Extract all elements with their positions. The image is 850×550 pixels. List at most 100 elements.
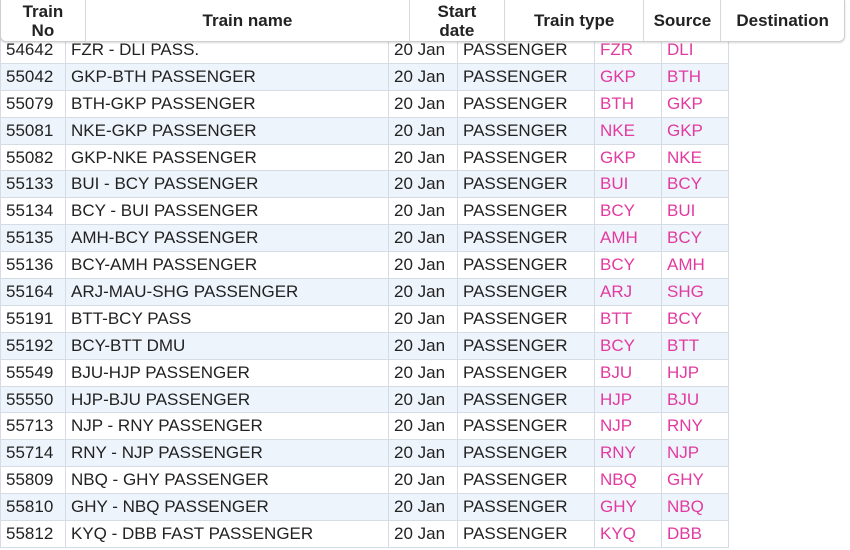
source: BCY — [594, 331, 662, 360]
train-name: AMH-BCY PASSENGER — [65, 224, 389, 253]
train-type: PASSENGER — [457, 170, 595, 199]
train-type: PASSENGER — [457, 143, 595, 172]
train-type: PASSENGER — [457, 385, 595, 414]
train-type: PASSENGER — [457, 493, 595, 522]
train-name: BCY-BTT DMU — [65, 331, 389, 360]
column-header[interactable]: Start date — [410, 0, 505, 41]
train-name: BJU-HJP PASSENGER — [65, 358, 389, 387]
source: BTT — [594, 304, 662, 333]
table-row[interactable]: 55191 BTT-BCY PASS 20 Jan PASSENGER BTT BCY — [0, 304, 729, 333]
train-name: BTT-BCY PASS — [65, 304, 389, 333]
column-header[interactable]: Train name — [86, 0, 411, 41]
source: BTH — [594, 89, 662, 118]
start-date: 20 Jan — [388, 520, 458, 548]
start-date: 20 Jan — [388, 143, 458, 172]
destination: BTT — [661, 331, 729, 360]
train-no: 55042 — [0, 62, 66, 91]
table-row[interactable]: 55192 BCY-BTT DMU 20 Jan PASSENGER BCY BTT — [0, 331, 729, 360]
train-type: PASSENGER — [457, 304, 595, 333]
start-date: 20 Jan — [388, 224, 458, 253]
table-row[interactable]: 55079 BTH-GKP PASSENGER 20 Jan PASSENGER BTH… — [0, 89, 729, 118]
train-type: PASSENGER — [457, 62, 595, 91]
train-name: NJP - RNY PASSENGER — [65, 412, 389, 441]
table-row[interactable]: 55134 BCY - BUI PASSENGER 20 Jan PASSENGER B… — [0, 197, 729, 226]
source: NJP — [594, 412, 662, 441]
start-date: 20 Jan — [388, 170, 458, 199]
destination: SHG — [661, 278, 729, 306]
header-text: Source — [653, 11, 712, 30]
source: GKP — [594, 62, 662, 91]
train-type: PASSENGER — [457, 197, 595, 226]
header-text: Train type — [533, 11, 615, 30]
train-name: NBQ - GHY PASSENGER — [65, 466, 389, 495]
start-date: 20 Jan — [388, 251, 458, 280]
train-type: PASSENGER — [457, 278, 595, 306]
start-date: 20 Jan — [388, 493, 458, 522]
destination: GKP — [661, 89, 729, 118]
table-header: Train No Train name Start date Train typ… — [0, 0, 845, 42]
table-row[interactable]: 55042 GKP-BTH PASSENGER 20 Jan PASSENGER GKP… — [0, 62, 729, 91]
source: NKE — [594, 116, 662, 145]
source: HJP — [594, 385, 662, 414]
source: NBQ — [594, 466, 662, 495]
destination: DBB — [661, 520, 729, 548]
start-date: 20 Jan — [388, 466, 458, 495]
column-header[interactable]: Train type — [505, 0, 645, 41]
header-text: Train name — [202, 11, 293, 30]
destination: BUI — [661, 197, 729, 226]
table-row[interactable]: 55713 NJP - RNY PASSENGER 20 Jan PASSENGER N… — [0, 412, 729, 441]
train-no: 55812 — [0, 520, 66, 548]
table-row[interactable]: 55550 HJP-BJU PASSENGER 20 Jan PASSENGER HJP… — [0, 385, 729, 414]
destination: HJP — [661, 358, 729, 387]
train-no: 55809 — [0, 466, 66, 495]
table-row[interactable]: 55135 AMH-BCY PASSENGER 20 Jan PASSENGER AMH… — [0, 224, 729, 253]
start-date: 20 Jan — [388, 304, 458, 333]
train-no: 55191 — [0, 304, 66, 333]
table-row[interactable]: 55812 KYQ - DBB FAST PASSENGER 20 Jan PASSE… — [0, 520, 729, 548]
train-type: PASSENGER — [457, 439, 595, 468]
table-row[interactable]: 55164 ARJ-MAU-SHG PASSENGER 20 Jan PASSENGE… — [0, 278, 729, 306]
train-name: GKP-BTH PASSENGER — [65, 62, 389, 91]
train-name: RNY - NJP PASSENGER — [65, 439, 389, 468]
source: KYQ — [594, 520, 662, 548]
train-no: 55713 — [0, 412, 66, 441]
start-date: 20 Jan — [388, 331, 458, 360]
train-type: PASSENGER — [457, 89, 595, 118]
train-no: 55081 — [0, 116, 66, 145]
table-row[interactable]: 55714 RNY - NJP PASSENGER 20 Jan PASSENGER R… — [0, 439, 729, 468]
source: BJU — [594, 358, 662, 387]
column-header[interactable]: Destination — [721, 0, 844, 41]
table-row[interactable]: 55809 NBQ - GHY PASSENGER 20 Jan PASSENGER N… — [0, 466, 729, 495]
source: BUI — [594, 170, 662, 199]
train-type: PASSENGER — [457, 358, 595, 387]
destination: BCY — [661, 304, 729, 333]
train-no: 55136 — [0, 251, 66, 280]
train-no: 55135 — [0, 224, 66, 253]
destination: BTH — [661, 62, 729, 91]
start-date: 20 Jan — [388, 197, 458, 226]
train-type: PASSENGER — [457, 224, 595, 253]
destination: NKE — [661, 143, 729, 172]
header-text: Destination — [736, 11, 829, 30]
table-row[interactable]: 55810 GHY - NBQ PASSENGER 20 Jan PASSENGER G… — [0, 493, 729, 522]
table-row[interactable]: 55549 BJU-HJP PASSENGER 20 Jan PASSENGER BJU… — [0, 358, 729, 387]
train-name: KYQ - DBB FAST PASSENGER — [65, 520, 389, 548]
table-row[interactable]: 55133 BUI - BCY PASSENGER 20 Jan PASSENGER B… — [0, 170, 729, 199]
table-row[interactable]: 55081 NKE-GKP PASSENGER 20 Jan PASSENGER NKE… — [0, 116, 729, 145]
train-no: 55549 — [0, 358, 66, 387]
table-row[interactable]: 55136 BCY-AMH PASSENGER 20 Jan PASSENGER BCY… — [0, 251, 729, 280]
table-row[interactable]: 55082 GKP-NKE PASSENGER 20 Jan PASSENGER GKP… — [0, 143, 729, 172]
train-no: 55550 — [0, 385, 66, 414]
column-header[interactable]: Train No — [1, 0, 86, 41]
train-name: HJP-BJU PASSENGER — [65, 385, 389, 414]
start-date: 20 Jan — [388, 358, 458, 387]
destination: BCY — [661, 170, 729, 199]
destination: AMH — [661, 251, 729, 280]
destination: BCY — [661, 224, 729, 253]
start-date: 20 Jan — [388, 412, 458, 441]
start-date: 20 Jan — [388, 278, 458, 306]
column-header[interactable]: Source — [644, 0, 722, 41]
header-text: Train No — [22, 1, 64, 40]
train-name: NKE-GKP PASSENGER — [65, 116, 389, 145]
source: BCY — [594, 197, 662, 226]
